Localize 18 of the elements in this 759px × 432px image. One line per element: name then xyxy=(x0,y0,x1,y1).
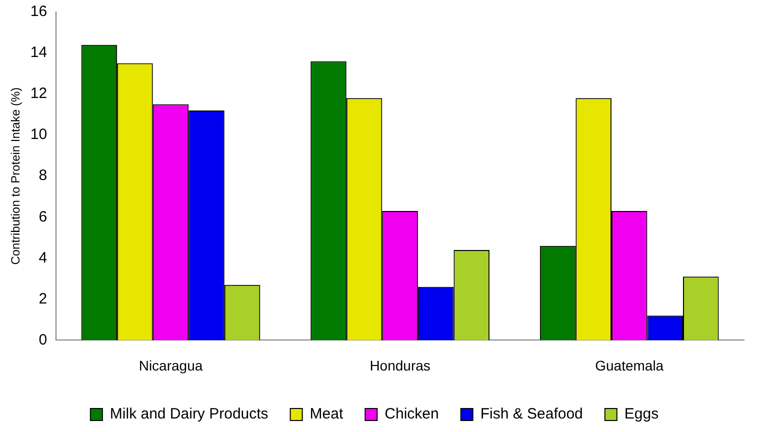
legend-label: Milk and Dairy Products xyxy=(110,406,268,423)
legend-label: Chicken xyxy=(384,406,439,423)
y-tick-label: 16 xyxy=(30,3,48,20)
legend-label: Meat xyxy=(310,406,344,423)
legend-label: Eggs xyxy=(624,406,659,423)
y-tick-label: 8 xyxy=(38,167,48,184)
legend-label: Fish & Seafood xyxy=(480,406,583,423)
y-tick-label: 12 xyxy=(30,85,48,102)
y-tick-label: 10 xyxy=(30,126,48,144)
y-tick-label: 14 xyxy=(30,44,48,62)
y-tick-label: 0 xyxy=(38,331,48,348)
y-axis-title: Contribution to Protein Intake (%) xyxy=(8,87,23,265)
y-tick-label: 6 xyxy=(38,208,48,226)
y-tick-label: 2 xyxy=(38,290,48,308)
x-tick-label: Nicaragua xyxy=(138,357,203,374)
y-tick-label: 4 xyxy=(38,249,48,266)
x-tick-label: Honduras xyxy=(370,357,430,374)
x-tick-label: Guatemala xyxy=(595,357,664,374)
